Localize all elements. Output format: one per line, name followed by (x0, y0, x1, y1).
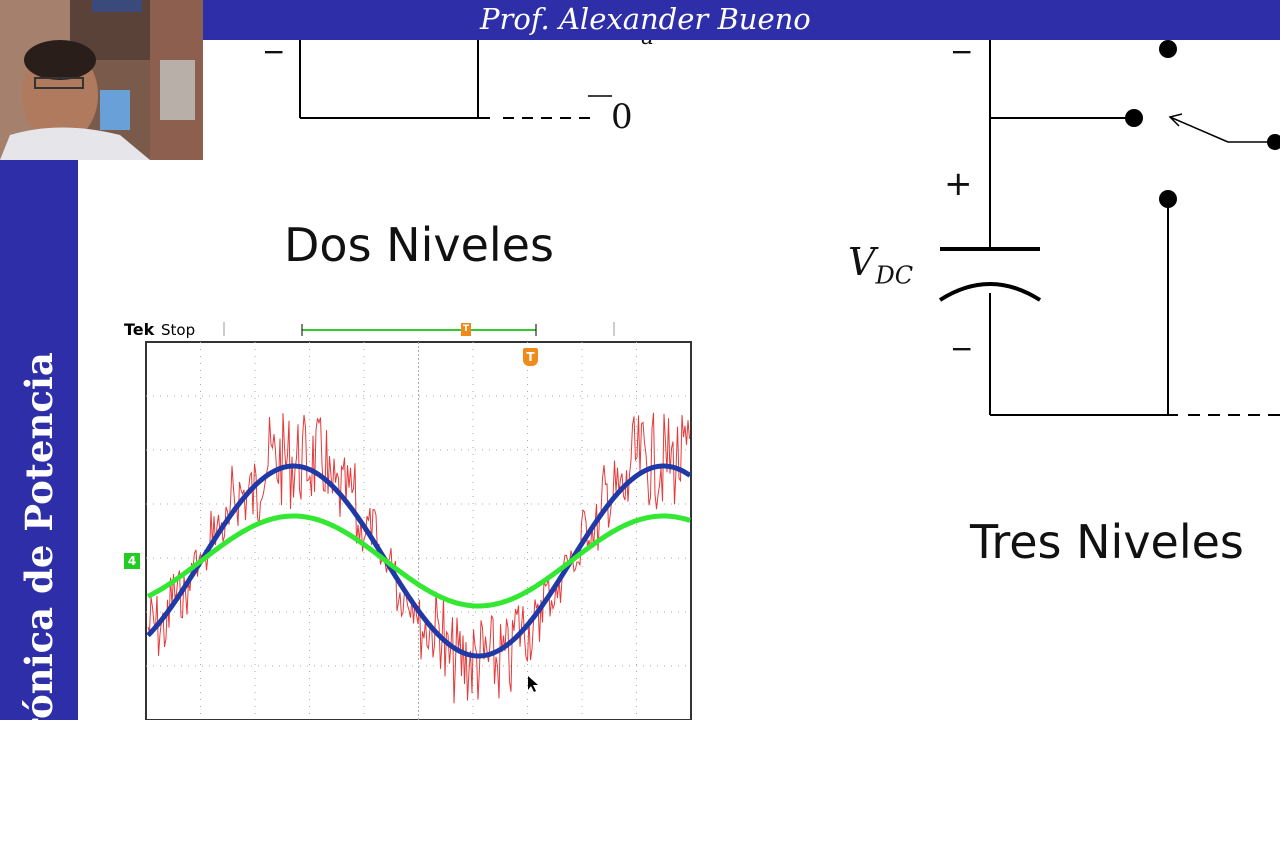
channel-4-marker: 4 (124, 553, 140, 569)
dc-source-subscript: DC (875, 261, 914, 290)
trigger-position-icon: T (461, 323, 471, 336)
two-level-circuit (299, 40, 612, 119)
two-level-title: Dos Niveles (284, 218, 554, 272)
scope-brand: Tek (124, 320, 155, 339)
three-level-title: Tres Niveles (970, 515, 1244, 569)
presenter-webcam (0, 0, 203, 160)
presenter-name: Prof. Alexander Bueno (480, 2, 811, 36)
dc-minus-top: − (950, 35, 974, 68)
dc-minus-bottom: − (950, 332, 974, 365)
scope-run-state: Stop (161, 321, 196, 339)
circuit-minus-sign: − (262, 35, 286, 68)
header-banner: Prof. Alexander Bueno (0, 0, 1280, 40)
course-title: Electrónica de Potencia (17, 352, 61, 844)
scope-traces (146, 412, 692, 704)
dc-source-label: VDC (848, 240, 913, 290)
mouse-pointer-icon (528, 676, 538, 692)
three-level-circuit (938, 40, 1280, 416)
dc-plus-sign: + (944, 164, 973, 204)
course-sidebar: Electrónica de Potencia (0, 160, 78, 844)
slide: − va 0 − + − VDC Dos Niveles Tres Nivele… (124, 10, 1280, 720)
oscilloscope-capture (145, 322, 692, 720)
zero-reference-label: 0 (611, 97, 633, 137)
trigger-marker-icon: T (523, 348, 538, 366)
dc-source-v: V (848, 240, 876, 284)
blue-trace (146, 463, 692, 659)
green-trace (146, 513, 691, 609)
